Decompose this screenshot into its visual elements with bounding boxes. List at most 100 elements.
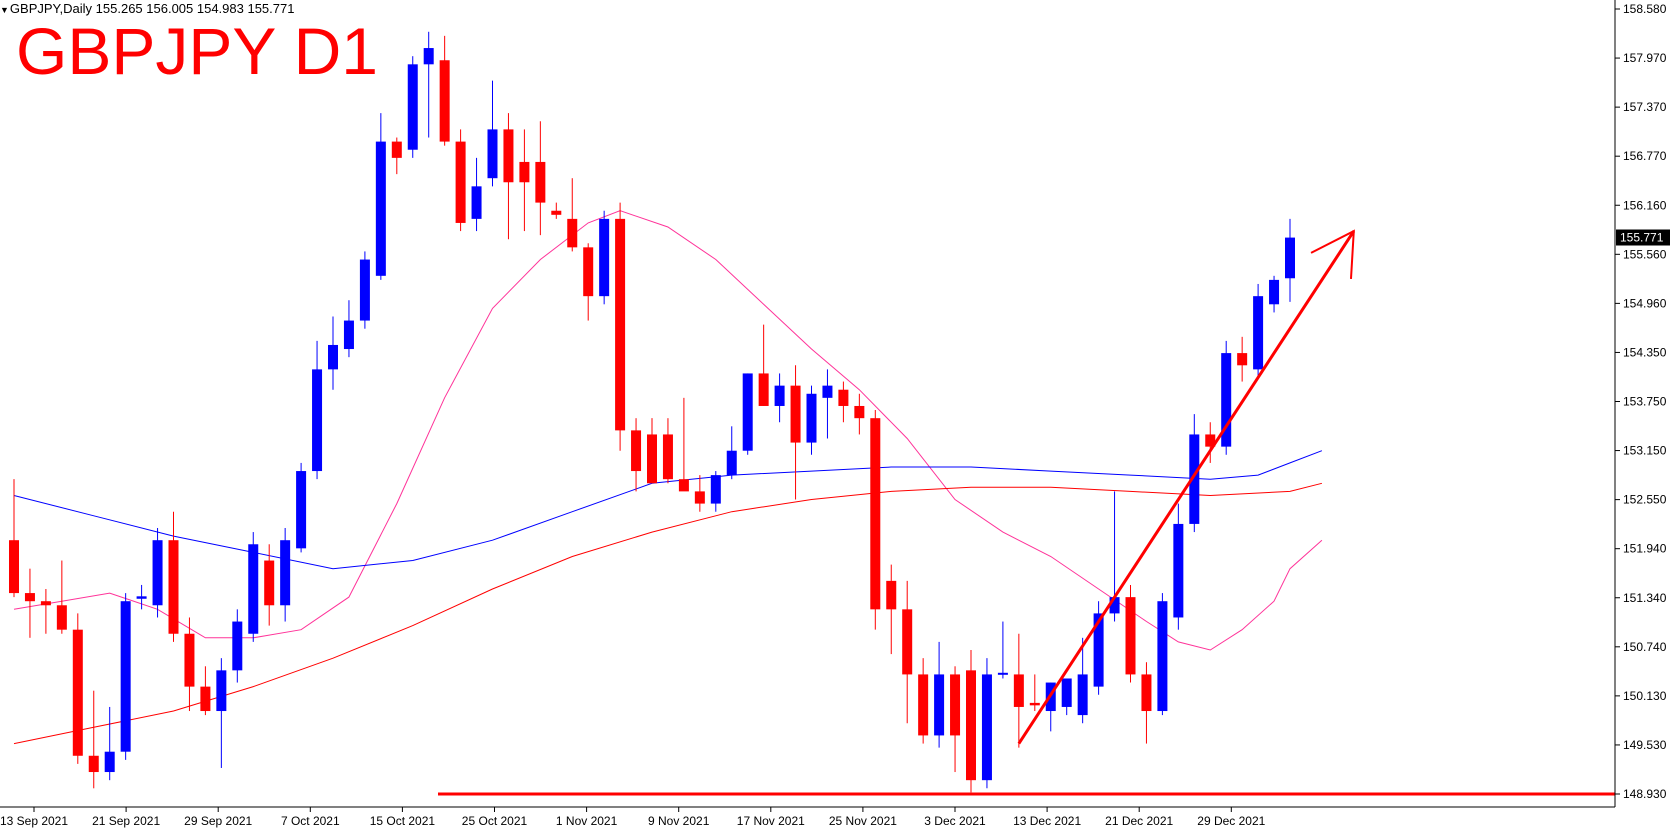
candle — [343, 300, 354, 358]
candle-body — [1077, 674, 1088, 716]
candle — [248, 532, 259, 642]
candle-body — [343, 320, 354, 350]
candle-body — [216, 670, 227, 712]
candle — [471, 157, 482, 232]
candle — [1237, 336, 1248, 382]
dropdown-triangle-icon[interactable]: ▼ — [0, 5, 9, 15]
x-tick-label: 29 Sep 2021 — [184, 814, 252, 828]
candle-body — [902, 609, 913, 675]
candle — [934, 641, 945, 748]
candle — [1253, 283, 1264, 378]
candle — [1285, 218, 1295, 302]
candle-body — [232, 621, 243, 671]
candle-body — [758, 373, 769, 406]
candle-body — [104, 751, 115, 773]
y-tick-label: 153.750 — [1623, 395, 1667, 409]
candle — [503, 113, 514, 240]
y-tick-label: 155.560 — [1623, 247, 1667, 261]
candle — [678, 397, 689, 492]
candle — [216, 658, 227, 768]
candle-body — [264, 560, 275, 606]
candle — [312, 340, 323, 480]
candle-body — [1109, 597, 1120, 614]
candle — [439, 35, 450, 146]
y-tick-label: 158.580 — [1623, 2, 1667, 16]
y-tick-label: 157.370 — [1623, 100, 1667, 114]
candle-body — [631, 430, 642, 472]
candle-body — [407, 64, 418, 150]
candle — [1157, 593, 1168, 716]
candle — [758, 324, 769, 406]
candle-body — [918, 674, 929, 736]
candle-body — [1253, 296, 1264, 370]
candle — [870, 410, 881, 630]
x-tick-label: 13 Dec 2021 — [1013, 814, 1081, 828]
candle — [1125, 584, 1136, 683]
candle — [1077, 637, 1088, 724]
candle-body — [822, 385, 833, 398]
candle-body — [774, 385, 785, 406]
candle-body — [24, 593, 35, 602]
candle — [806, 385, 817, 455]
candle — [966, 650, 976, 793]
candle-body — [886, 580, 897, 610]
candle-body — [296, 471, 307, 549]
candle — [742, 373, 753, 455]
candle — [583, 243, 594, 321]
y-tick-label: 154.350 — [1623, 345, 1667, 359]
candle-body — [1157, 601, 1168, 712]
candle-body — [806, 393, 817, 443]
candle — [391, 137, 402, 175]
candle-body — [120, 601, 131, 752]
candle-body — [40, 601, 51, 606]
x-tick-label: 7 Oct 2021 — [281, 814, 340, 828]
candle — [1093, 601, 1104, 695]
candle — [694, 475, 705, 512]
x-tick-label: 25 Nov 2021 — [829, 814, 897, 828]
x-tick-label: 29 Dec 2021 — [1197, 814, 1265, 828]
candle — [726, 426, 737, 480]
candle — [56, 560, 67, 634]
candle — [918, 658, 929, 744]
candle — [455, 129, 466, 232]
x-tick-label: 9 Nov 2021 — [648, 814, 710, 828]
candle — [264, 544, 275, 626]
candle-body — [966, 670, 976, 781]
candle-body — [838, 389, 849, 406]
candle — [152, 527, 163, 618]
candle — [375, 113, 386, 280]
candle — [1269, 275, 1280, 313]
candle-body — [1125, 597, 1136, 675]
candle-body — [1237, 353, 1248, 366]
candle — [662, 418, 673, 484]
candle — [567, 178, 578, 252]
candle-body — [503, 129, 514, 183]
candle — [902, 580, 913, 724]
y-tick-label: 151.340 — [1623, 591, 1667, 605]
candle — [981, 658, 992, 789]
y-tick-label: 150.130 — [1623, 689, 1667, 703]
candle-body — [742, 373, 753, 451]
candles — [9, 31, 1295, 793]
y-tick-label: 154.960 — [1623, 296, 1667, 310]
candle-body — [248, 544, 259, 634]
trend-arrow-shaft — [1017, 230, 1356, 745]
candle-body — [72, 629, 83, 756]
candle — [88, 690, 99, 789]
candle-body — [184, 633, 195, 687]
candle-body — [375, 141, 386, 276]
y-tick-label: 148.930 — [1623, 787, 1667, 801]
candle-body — [726, 450, 737, 476]
candle — [551, 202, 562, 219]
candle-body — [647, 434, 657, 484]
candle — [104, 706, 115, 781]
candle-body — [662, 434, 673, 480]
candle-body — [423, 48, 434, 65]
candle — [136, 584, 147, 610]
candle-body — [1093, 613, 1104, 687]
candle-body — [439, 60, 450, 142]
y-tick-label: 156.770 — [1623, 149, 1667, 163]
candle-body — [56, 605, 67, 630]
candle-body — [535, 161, 546, 203]
candle-body — [981, 674, 992, 781]
